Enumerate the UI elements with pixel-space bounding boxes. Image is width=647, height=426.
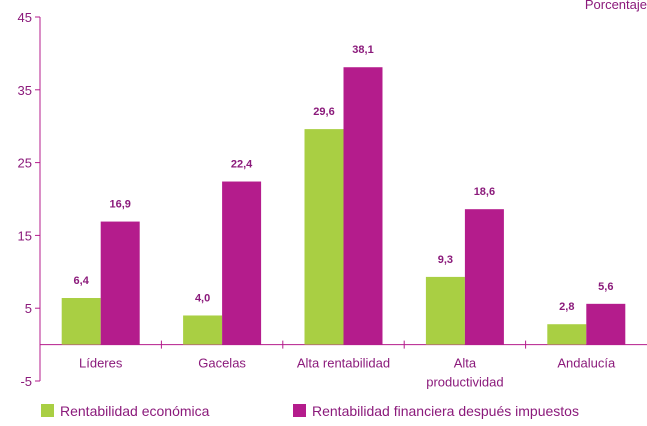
y-tick-label: 5 (25, 301, 32, 316)
data-label: 5,6 (598, 281, 613, 293)
axes: 45 35 25 15 5 -5 Líderes Gacelas Alta rentabilid… (18, 10, 647, 390)
data-label: 9,3 (438, 254, 453, 266)
data-label: 16,9 (109, 199, 130, 211)
bar-series-1 (304, 129, 344, 345)
y-tick-label: -5 (20, 374, 32, 389)
category-label: Alta productividad (426, 356, 503, 390)
bars (61, 67, 626, 345)
bar-series-2 (586, 303, 626, 345)
legend-label: Rentabilidad económica (60, 403, 210, 419)
unit-label: Porcentaje (585, 0, 647, 12)
category-label: Líderes (79, 356, 123, 371)
y-tick-label: 25 (18, 156, 32, 171)
bar-series-2 (343, 67, 383, 345)
legend-swatch (41, 404, 54, 417)
data-label: 6,4 (74, 275, 90, 287)
data-label: 29,6 (313, 106, 334, 118)
bar-series-2 (100, 221, 140, 345)
data-label: 38,1 (352, 44, 373, 56)
data-label: 2,8 (559, 301, 574, 313)
legend-label: Rentabilidad financiera después impuesto… (312, 403, 579, 419)
category-label: Gacelas (198, 356, 246, 371)
y-tick-label: 45 (18, 10, 32, 25)
bar-series-2 (222, 181, 262, 345)
category-label: Alta rentabilidad (297, 356, 390, 371)
bar-series-1 (547, 324, 587, 345)
data-label: 22,4 (231, 159, 253, 171)
bar-series-1 (425, 276, 465, 345)
bar-series-1 (61, 298, 101, 345)
bar-series-1 (183, 315, 223, 345)
legend: Rentabilidad económica Rentabilidad finan… (41, 403, 579, 419)
y-tick-label: 35 (18, 83, 32, 98)
data-label: 18,6 (474, 186, 495, 198)
legend-swatch (293, 404, 306, 417)
value-labels: 6,4 4,0 29,6 9,3 2,8 16,9 22,4 38,1 18,6 5,6 (74, 44, 614, 313)
category-label: Andalucía (557, 356, 616, 371)
data-label: 4,0 (195, 292, 210, 304)
y-tick-label: 15 (18, 228, 32, 243)
bar-series-2 (464, 209, 504, 345)
